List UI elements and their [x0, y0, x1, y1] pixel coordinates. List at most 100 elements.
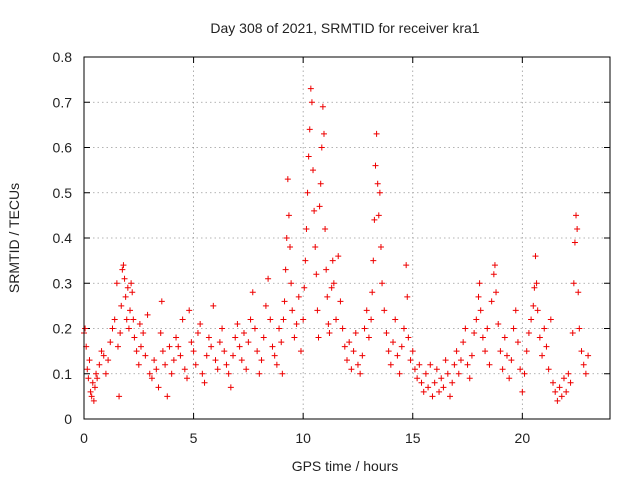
data-point — [249, 289, 256, 296]
data-point — [287, 244, 294, 251]
data-point — [495, 320, 502, 327]
data-point — [216, 339, 223, 346]
data-point — [376, 189, 383, 196]
data-point — [223, 361, 230, 368]
data-point — [482, 348, 489, 355]
data-point — [484, 325, 491, 332]
data-point — [186, 307, 193, 314]
data-point — [576, 325, 583, 332]
data-point — [133, 348, 140, 355]
data-point — [282, 266, 289, 273]
data-point — [123, 316, 130, 323]
data-point — [322, 225, 329, 232]
data-point — [580, 361, 587, 368]
data-point — [574, 225, 581, 232]
data-point — [210, 302, 217, 309]
data-point — [361, 325, 368, 332]
data-point — [105, 357, 112, 364]
data-point — [118, 302, 125, 309]
data-point — [563, 388, 570, 395]
data-point — [477, 307, 484, 314]
data-point — [521, 370, 528, 377]
data-point — [313, 271, 320, 278]
data-point — [125, 325, 132, 332]
data-point — [466, 375, 473, 382]
data-point — [346, 339, 353, 346]
data-point — [251, 325, 258, 332]
data-point — [203, 352, 210, 359]
data-point — [409, 348, 416, 355]
data-point — [146, 370, 153, 377]
data-point — [523, 348, 530, 355]
x-tick-labels: 0 5 10 15 20 — [80, 430, 530, 446]
data-point — [499, 366, 506, 373]
data-point — [414, 375, 421, 382]
data-point — [411, 366, 418, 373]
data-point — [151, 357, 158, 364]
data-point — [341, 343, 348, 350]
y-tick-label: 0.4 — [53, 230, 73, 246]
data-point — [486, 361, 493, 368]
data-point — [418, 379, 425, 386]
data-point — [271, 352, 278, 359]
data-point — [440, 384, 447, 391]
data-point — [129, 289, 136, 296]
data-point — [164, 393, 171, 400]
data-point — [311, 207, 318, 214]
data-point — [293, 320, 300, 327]
data-point — [573, 212, 580, 219]
data-point — [284, 176, 291, 183]
data-point — [245, 339, 252, 346]
data-point — [578, 348, 585, 355]
data-point — [87, 388, 94, 395]
data-point — [82, 325, 89, 332]
data-point — [166, 343, 173, 350]
data-point — [501, 334, 508, 341]
data-point — [148, 375, 155, 382]
data-point — [91, 384, 98, 391]
data-point — [212, 357, 219, 364]
data-point — [453, 348, 460, 355]
data-point — [320, 130, 327, 137]
data-point — [262, 302, 269, 309]
data-point — [159, 348, 166, 355]
data-point — [517, 366, 524, 373]
data-point — [390, 339, 397, 346]
data-point — [381, 307, 388, 314]
y-tick-label: 0.1 — [53, 366, 73, 382]
data-point — [281, 298, 288, 305]
data-point — [111, 316, 118, 323]
data-point — [436, 388, 443, 395]
x-axis-label: GPS time / hours — [292, 458, 399, 474]
data-point — [194, 330, 201, 337]
plot-frame — [83, 56, 611, 420]
data-point — [181, 366, 188, 373]
data-point — [315, 334, 322, 341]
data-point — [192, 361, 199, 368]
data-point — [124, 284, 131, 291]
data-point — [116, 393, 123, 400]
data-point — [447, 393, 454, 400]
y-tick-label: 0.7 — [53, 94, 73, 110]
data-point — [312, 244, 319, 251]
data-point — [121, 275, 128, 282]
data-point — [567, 379, 574, 386]
data-point — [373, 130, 380, 137]
data-point — [490, 271, 497, 278]
data-point — [280, 316, 287, 323]
data-point — [267, 316, 274, 323]
data-point — [317, 180, 324, 187]
data-point — [530, 302, 537, 309]
data-point — [541, 325, 548, 332]
data-point — [199, 370, 206, 377]
data-point — [329, 257, 336, 264]
data-point — [377, 244, 384, 251]
data-point — [512, 307, 519, 314]
data-points — [81, 85, 592, 404]
y-tick-label: 0.8 — [53, 49, 73, 65]
data-point — [560, 375, 567, 382]
data-point — [102, 370, 109, 377]
data-point — [571, 239, 578, 246]
data-point — [94, 375, 101, 382]
data-point — [197, 320, 204, 327]
